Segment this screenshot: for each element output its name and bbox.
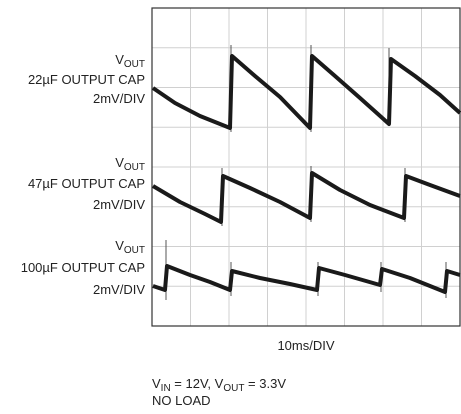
capacitor: 22µF OUTPUT CAP [28,72,145,87]
symbol: V [115,155,124,170]
scope-frame [151,7,461,327]
trace-22uf [151,54,461,130]
capacitor: 100µF OUTPUT CAP [21,260,145,275]
subscript: OUT [124,162,145,173]
subscript: IN [161,383,171,394]
trace-name: VOUT [115,238,145,256]
trace-labels: VOUT 22µF OUTPUT CAP 2mV/DIV VOUT 47µF O… [21,52,146,297]
trace-100uf [152,264,461,294]
trace-47uf [151,171,461,224]
subscript: OUT [124,59,145,70]
subscript: OUT [124,245,145,256]
symbol: V [115,52,124,67]
condition-text: V [152,376,161,391]
subscript: OUT [223,383,244,394]
scale: 2mV/DIV [93,91,145,106]
scale: 2mV/DIV [93,282,145,297]
symbol: V [115,238,124,253]
waveforms [151,45,461,300]
condition-text: = 3.3V [244,376,286,391]
x-axis-label: 10ms/DIV [277,338,334,353]
conditions-load: NO LOAD [152,393,211,408]
trace-name: VOUT [115,155,145,173]
trace-name: VOUT [115,52,145,70]
capacitor: 47µF OUTPUT CAP [28,176,145,191]
scale: 2mV/DIV [93,197,145,212]
conditions: VIN = 12V, VOUT = 3.3V [152,376,286,394]
condition-text: = 12V, V [171,376,224,391]
